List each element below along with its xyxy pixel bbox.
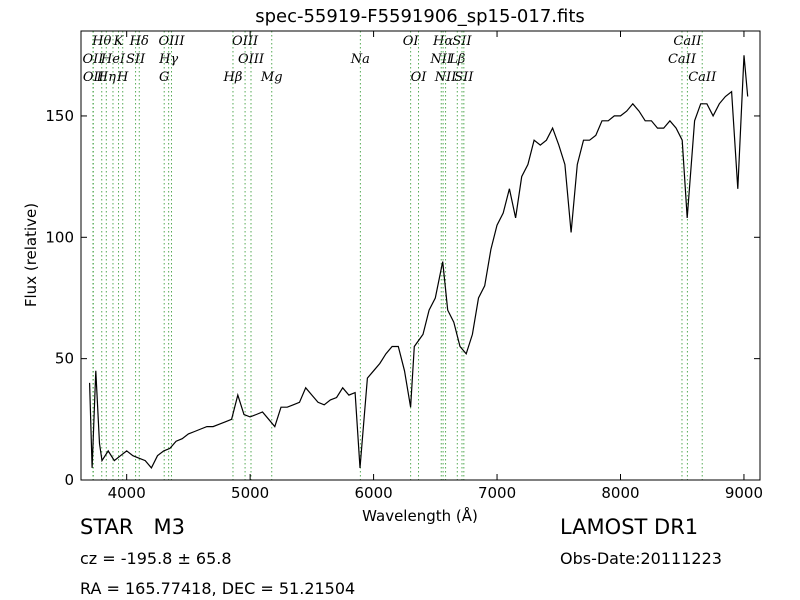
- line-label: HeI: [100, 52, 126, 67]
- x-tick-label: 5000: [231, 484, 269, 502]
- line-label: NII: [434, 70, 458, 85]
- line-label: Hθ: [91, 34, 111, 49]
- line-label: G: [159, 70, 169, 85]
- spectrum-line: [89, 55, 749, 469]
- y-tick-label: 50: [55, 350, 74, 368]
- line-label: Hδ: [129, 34, 149, 49]
- x-axis-label: Wavelength (Å): [362, 506, 478, 525]
- line-label: Lβ: [448, 52, 465, 67]
- line-label: OI: [411, 70, 428, 85]
- line-label: CaII: [688, 70, 717, 85]
- plot-frame: [80, 30, 761, 481]
- line-label: OI: [403, 34, 420, 49]
- line-label: Na: [350, 52, 370, 67]
- y-tick-label: 0: [64, 471, 74, 489]
- line-label: K: [113, 34, 125, 49]
- x-tick-label: 9000: [725, 484, 763, 502]
- line-label: H: [116, 70, 129, 85]
- line-label: NII: [429, 52, 453, 67]
- line-label: SII: [452, 34, 472, 49]
- x-tick-label: 8000: [601, 484, 639, 502]
- x-tick-label: 7000: [478, 484, 516, 502]
- line-label: CaII: [668, 52, 697, 67]
- line-label: Hα: [432, 34, 453, 49]
- x-tick-label: 6000: [354, 484, 392, 502]
- y-axis-label: Flux (relative): [22, 203, 40, 307]
- line-label: CaII: [673, 34, 702, 49]
- y-tick-label: 150: [45, 107, 74, 125]
- coordinates: RA = 165.77418, DEC = 51.21504: [80, 579, 355, 598]
- line-label: Hη: [96, 70, 116, 85]
- line-label: OII: [83, 70, 105, 85]
- redshift: cz = -195.8 ± 65.8: [80, 549, 232, 568]
- line-label: OIII: [232, 34, 259, 49]
- survey: LAMOST DR1: [560, 515, 698, 539]
- line-label: OIII: [238, 52, 265, 67]
- line-label: Mg: [260, 70, 283, 85]
- line-label: SII: [454, 70, 474, 85]
- object-class: STAR M3: [80, 515, 185, 539]
- line-label: Hβ: [223, 70, 243, 85]
- line-label: SII: [126, 52, 146, 67]
- line-label: Hγ: [158, 52, 178, 67]
- line-label: OIII: [158, 34, 185, 49]
- obs-date: Obs-Date:20111223: [560, 549, 722, 568]
- x-tick-label: 4000: [108, 484, 146, 502]
- y-tick-label: 100: [45, 228, 74, 246]
- chart-title: spec-55919-F5591906_sp15-017.fits: [255, 6, 585, 27]
